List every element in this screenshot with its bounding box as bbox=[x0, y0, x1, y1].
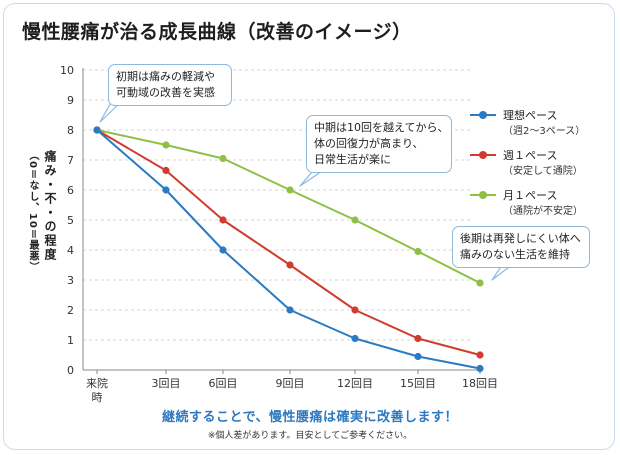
y-axis-label-sub: （0＝なし、10＝最悪） bbox=[27, 150, 38, 273]
point-weekly-1 bbox=[162, 166, 170, 175]
callout-late: 後期は再発しにくい体へ 痛みのない生活を維持 bbox=[452, 226, 590, 268]
callout-early: 初期は痛みの軽減や 可動域の改善を実感 bbox=[108, 64, 232, 106]
x-tick-3: 9回目 bbox=[276, 377, 305, 390]
y-tick-1: 1 bbox=[67, 334, 74, 347]
x-tick-6: 18回目 bbox=[462, 377, 498, 390]
y-tick-labels: 0 1 2 3 4 5 6 7 8 9 10 bbox=[60, 64, 74, 377]
callout-early-line-1: 初期は痛みの軽減や bbox=[116, 70, 215, 83]
y-tick-8: 8 bbox=[67, 124, 74, 137]
callout-middle: 中期は10回を越えてから、 体の回復力が高まり、 日常生活が楽に bbox=[306, 115, 452, 173]
point-weekly-3 bbox=[286, 261, 294, 269]
legend-dot-ideal bbox=[479, 111, 487, 119]
footer-message: 継続することで、慢性腰痛は確実に改善します！ bbox=[161, 410, 459, 425]
point-monthly-5 bbox=[414, 247, 422, 256]
x-tick-5: 15回目 bbox=[400, 377, 436, 390]
axes bbox=[82, 68, 482, 374]
point-ideal-0 bbox=[93, 126, 101, 134]
point-weekly-2 bbox=[219, 216, 227, 224]
x-tick-1: 3回目 bbox=[152, 377, 181, 390]
callout-middle-line-1: 中期は10回を越えてから、 bbox=[314, 121, 449, 134]
legend-item-monthly: 月１ペース （通院が不安定） bbox=[470, 187, 610, 227]
y-tick-0: 0 bbox=[67, 364, 74, 377]
point-monthly-1 bbox=[162, 141, 170, 149]
legend-item-weekly: 週１ペース （安定して通院） bbox=[470, 147, 610, 187]
x-tick-0: 来院 bbox=[86, 376, 108, 390]
callout-middle-line-3: 日常生活が楽に bbox=[314, 153, 391, 166]
point-weekly-4 bbox=[351, 306, 359, 314]
y-tick-6: 6 bbox=[67, 184, 74, 197]
legend-dot-weekly bbox=[479, 151, 487, 159]
legend: 理想ペース （週2〜3ペース） 週１ペース （安定して通院） 月１ペース （通院… bbox=[470, 107, 610, 227]
y-tick-3: 3 bbox=[67, 274, 74, 287]
point-monthly-6 bbox=[476, 279, 484, 287]
legend-name-weekly: 週１ペース bbox=[503, 149, 558, 162]
legend-dot-monthly bbox=[479, 191, 487, 199]
point-weekly-5 bbox=[414, 334, 422, 343]
point-ideal-3 bbox=[286, 306, 294, 314]
footer-note: ※個人差があります。目安としてご参考ください。 bbox=[207, 431, 413, 441]
point-monthly-3 bbox=[286, 186, 294, 194]
y-tick-10: 10 bbox=[60, 64, 74, 77]
legend-name-monthly: 月１ペース bbox=[503, 189, 558, 202]
point-ideal-2 bbox=[219, 246, 227, 254]
x-tick-0-line-2: 時 bbox=[92, 391, 103, 404]
y-axis-label-main: 痛み・不・の程度 bbox=[43, 150, 57, 262]
legend-note-monthly: （通院が不安定） bbox=[503, 206, 583, 217]
y-tick-9: 9 bbox=[67, 94, 74, 107]
y-tick-7: 7 bbox=[67, 154, 74, 167]
series-lines bbox=[93, 126, 484, 373]
y-axis-label: 痛み・不・の程度 （0＝なし、10＝最悪） bbox=[14, 150, 70, 273]
point-ideal-6 bbox=[476, 364, 484, 373]
y-tick-4: 4 bbox=[67, 244, 74, 257]
point-weekly-6 bbox=[476, 351, 484, 359]
legend-note-ideal: （週2〜3ペース） bbox=[503, 126, 586, 137]
y-tick-5: 5 bbox=[67, 214, 74, 227]
x-tick-labels: 来院時 3回目 6回目 9回目 12回目 15回目 18回目 bbox=[86, 376, 498, 404]
point-ideal-5 bbox=[414, 352, 422, 361]
legend-item-ideal: 理想ペース （週2〜3ペース） bbox=[470, 107, 610, 147]
point-ideal-1 bbox=[162, 186, 170, 194]
point-monthly-2 bbox=[219, 154, 227, 163]
x-tick-2: 6回目 bbox=[209, 377, 238, 390]
y-tick-2: 2 bbox=[67, 304, 74, 317]
callout-early-line-2: 可動域の改善を実感 bbox=[116, 86, 215, 99]
callout-middle-line-2: 体の回復力が高まり、 bbox=[314, 137, 424, 150]
legend-note-weekly: （安定して通院） bbox=[503, 166, 583, 177]
callout-late-line-1: 後期は再発しにくい体へ bbox=[460, 232, 581, 245]
point-monthly-4 bbox=[351, 216, 359, 224]
x-tick-4: 12回目 bbox=[337, 377, 373, 390]
chart-title: 慢性腰痛が治る成長曲線（改善のイメージ） bbox=[22, 21, 412, 43]
legend-name-ideal: 理想ペース bbox=[503, 109, 558, 122]
callout-late-line-2: 痛みのない生活を維持 bbox=[460, 248, 570, 261]
point-ideal-4 bbox=[351, 334, 359, 343]
